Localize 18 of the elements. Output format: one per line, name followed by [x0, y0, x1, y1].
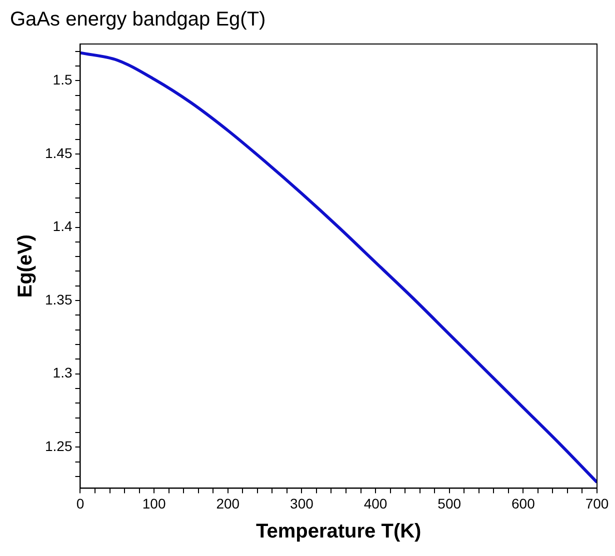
line-series	[80, 51, 597, 484]
y-tick-label: 1.25	[45, 438, 72, 454]
x-tick-label: 200	[216, 495, 240, 512]
y-tick-label: 1.4	[52, 218, 72, 234]
x-axis-title: Temperature T(K)	[256, 520, 422, 543]
x-tick-label: 500	[438, 495, 462, 512]
x-tick-label: 400	[364, 495, 388, 512]
y-tick-label: 1.5	[52, 72, 72, 88]
y-tick-label: 1.3	[52, 364, 72, 381]
x-tick-label: 100	[142, 495, 166, 512]
x-tick-label: 0	[76, 495, 84, 512]
y-axis-title: Eg(eV)	[14, 234, 37, 298]
chart-title: GaAs energy bandgap Eg(T)	[10, 8, 266, 31]
y-tick-label: 1.45	[45, 144, 72, 161]
x-tick-label: 300	[290, 495, 314, 512]
x-tick-label: 700	[585, 495, 609, 512]
x-tick-label: 600	[512, 495, 536, 512]
y-tick-label: 1.35	[45, 291, 72, 308]
